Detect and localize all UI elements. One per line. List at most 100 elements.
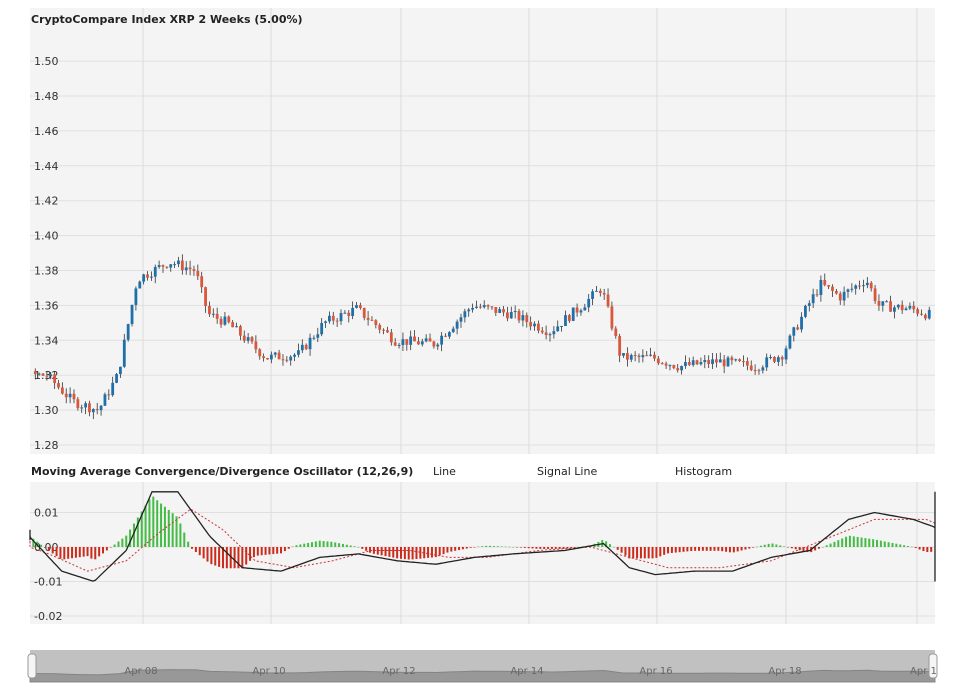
candle-body: [583, 307, 587, 311]
candle-body: [126, 324, 130, 340]
legend-histogram[interactable]: Histogram: [675, 465, 732, 478]
candle-body: [653, 354, 656, 359]
price-y-tick-label: 1.50: [34, 55, 59, 68]
navigator-selection[interactable]: [30, 650, 935, 682]
candle-body: [401, 339, 405, 345]
candle-body: [622, 353, 625, 356]
histogram-bar: [256, 547, 259, 556]
candle-body: [595, 290, 598, 292]
histogram-bar: [427, 547, 430, 558]
navigator-right-handle[interactable]: [928, 653, 938, 679]
candle-body: [591, 291, 594, 299]
candle-body: [629, 355, 633, 360]
candle-body: [157, 265, 161, 267]
histogram-bar: [237, 547, 240, 569]
histogram-bar: [732, 547, 735, 553]
candle-body: [215, 313, 219, 319]
histogram-bar: [210, 547, 213, 565]
histogram-bar: [105, 547, 108, 551]
histogram-bar: [171, 513, 174, 547]
candle-body: [76, 399, 80, 409]
candle-body: [84, 403, 87, 408]
candle-body: [250, 337, 254, 342]
candle-body: [893, 307, 896, 312]
histogram-bar: [740, 547, 743, 551]
histogram-bar: [148, 499, 151, 547]
price-y-tick-label: 1.40: [34, 230, 59, 243]
histogram-bar: [357, 547, 360, 548]
histogram-bar: [388, 547, 391, 557]
histogram-bar: [728, 547, 731, 553]
histogram-bar: [558, 547, 561, 549]
candle-body: [707, 359, 711, 364]
candle-body: [908, 305, 912, 309]
candle-body: [846, 289, 850, 292]
candle-body: [184, 267, 188, 271]
histogram-bar: [639, 547, 642, 559]
candle-body: [200, 276, 204, 288]
candle-body: [111, 382, 115, 396]
macd-histogram: [32, 496, 933, 569]
histogram-bar: [647, 547, 650, 559]
histogram-bar: [860, 537, 863, 547]
candle-body: [95, 408, 99, 411]
legend-line[interactable]: Line: [433, 465, 456, 478]
histogram-bar: [709, 547, 712, 551]
candle-body: [293, 354, 296, 357]
histogram-bar: [338, 543, 341, 547]
candle-body: [64, 393, 68, 398]
candle-body: [579, 310, 583, 313]
candle-body: [506, 312, 509, 319]
price-y-tick-label: 1.30: [34, 404, 59, 417]
histogram-bar: [434, 547, 437, 558]
histogram-bar: [605, 541, 608, 547]
candle-body: [567, 315, 571, 321]
histogram-bar: [895, 543, 898, 547]
histogram-bar: [752, 547, 755, 548]
candle-body: [834, 290, 838, 294]
histogram-bar: [117, 541, 120, 547]
candle-body: [842, 291, 846, 301]
navigator-left-handle[interactable]: [27, 653, 37, 679]
candle-body: [796, 327, 800, 330]
histogram-bar: [63, 547, 66, 560]
histogram-bar: [837, 540, 840, 547]
histogram-bar: [713, 547, 716, 551]
histogram-bar: [214, 547, 217, 566]
histogram-bar: [802, 547, 805, 552]
candle-body: [916, 309, 920, 314]
candle-body: [370, 319, 374, 321]
histogram-bar: [442, 547, 445, 555]
candle-body: [130, 304, 134, 325]
histogram-bar: [380, 547, 383, 556]
candle-body: [192, 269, 196, 271]
candle-body: [598, 290, 602, 293]
candle-body: [680, 366, 683, 371]
candle-body: [424, 338, 428, 342]
candle-body: [146, 274, 149, 278]
candle-body: [211, 313, 215, 315]
candle-body: [33, 371, 37, 375]
histogram-bar: [144, 505, 147, 547]
candle-body: [699, 362, 703, 365]
candle-body: [297, 350, 300, 355]
histogram-bar: [690, 547, 693, 552]
histogram-bar: [78, 547, 81, 558]
histogram-bar: [663, 547, 666, 555]
candle-body: [536, 323, 540, 331]
legend-signal-line[interactable]: Signal Line: [537, 465, 597, 478]
histogram-bar: [47, 547, 50, 551]
histogram-bar: [508, 546, 511, 548]
candle-body: [45, 375, 49, 377]
candle-body: [382, 329, 385, 331]
candle-body: [386, 330, 389, 333]
histogram-bar: [550, 547, 553, 549]
candle-body: [119, 366, 122, 375]
candle-body: [521, 315, 525, 321]
navigator[interactable]: Apr 08 Apr 10 Apr 12 Apr 14 Apr 16 Apr 18 Apr …: [27, 650, 938, 683]
histogram-bar: [756, 546, 759, 548]
histogram-bar: [833, 541, 836, 547]
candle-body: [525, 315, 529, 323]
candle-body: [703, 359, 707, 363]
